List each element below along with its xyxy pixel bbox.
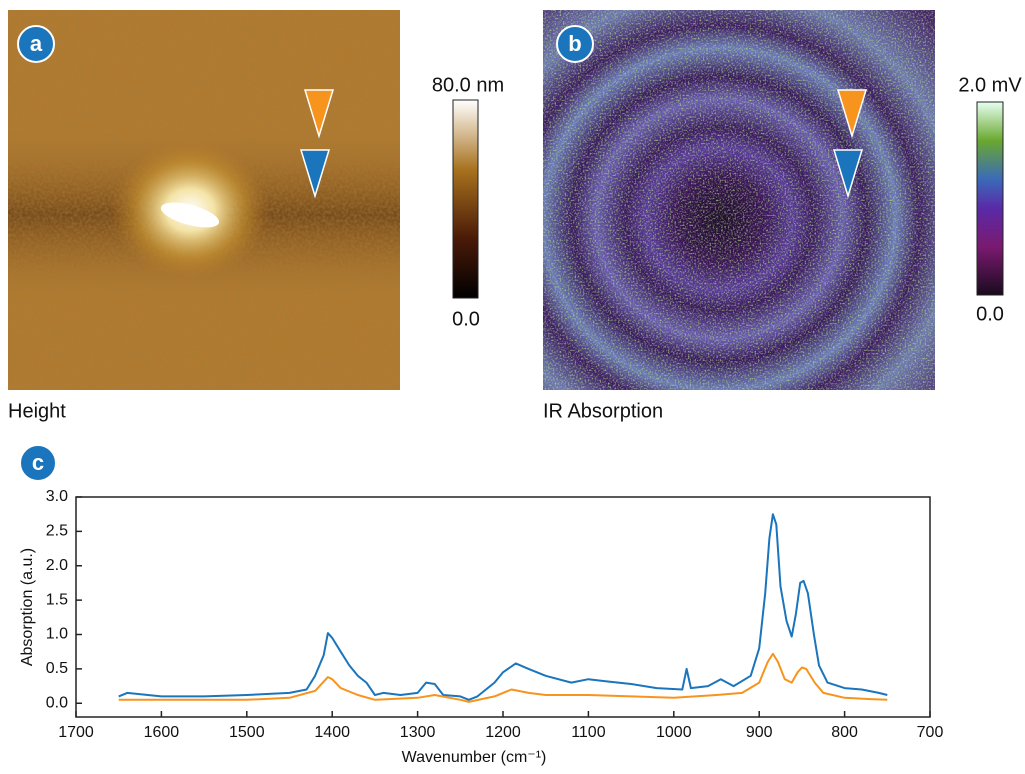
plot-frame <box>75 496 931 718</box>
spectrum-line <box>118 652 888 703</box>
x-tick-label: 900 <box>746 724 773 741</box>
x-tick-label: 700 <box>917 724 944 741</box>
height-image <box>8 10 400 390</box>
x-tick-label: 1300 <box>400 724 436 741</box>
x-tick-label: 1200 <box>485 724 521 741</box>
panel-badge <box>556 25 594 63</box>
y-tick-label: 1.5 <box>46 591 68 608</box>
colorbar <box>976 101 1004 296</box>
colorbar-max: 80.0 nm <box>432 74 504 96</box>
caption: Height <box>8 400 66 422</box>
x-axis-label: Wavenumber (cm⁻¹) <box>402 749 547 766</box>
ir-image <box>543 10 935 390</box>
y-tick-label: 0.5 <box>46 660 68 677</box>
panel-label: c <box>32 450 44 475</box>
colorbar-min: 0.0 <box>452 308 480 330</box>
x-tick-label: 1500 <box>229 724 265 741</box>
y-tick-label: 0.0 <box>46 694 68 711</box>
panel-label: a <box>30 31 43 56</box>
panel-label: b <box>568 31 581 56</box>
colorbar-max: 2.0 mV <box>958 74 1022 96</box>
x-tick-label: 1600 <box>144 724 180 741</box>
colorbar-min: 0.0 <box>976 303 1004 325</box>
x-tick-label: 1400 <box>314 724 350 741</box>
caption: IR Absorption <box>543 400 663 422</box>
x-tick-label: 1100 <box>571 724 606 741</box>
x-tick-label: 800 <box>831 724 858 741</box>
y-tick-label: 1.0 <box>46 626 68 643</box>
panel-badge <box>19 444 57 482</box>
y-tick-label: 2.5 <box>46 523 68 540</box>
y-tick-label: 3.0 <box>46 488 68 505</box>
x-tick-label: 1000 <box>656 724 692 741</box>
colorbar <box>452 99 479 299</box>
panel-badge <box>17 25 55 63</box>
x-tick-label: 1700 <box>58 724 94 741</box>
spectrum-line <box>118 513 888 701</box>
y-axis-label: Absorption (a.u.) <box>19 548 36 666</box>
y-tick-label: 2.0 <box>46 557 68 574</box>
